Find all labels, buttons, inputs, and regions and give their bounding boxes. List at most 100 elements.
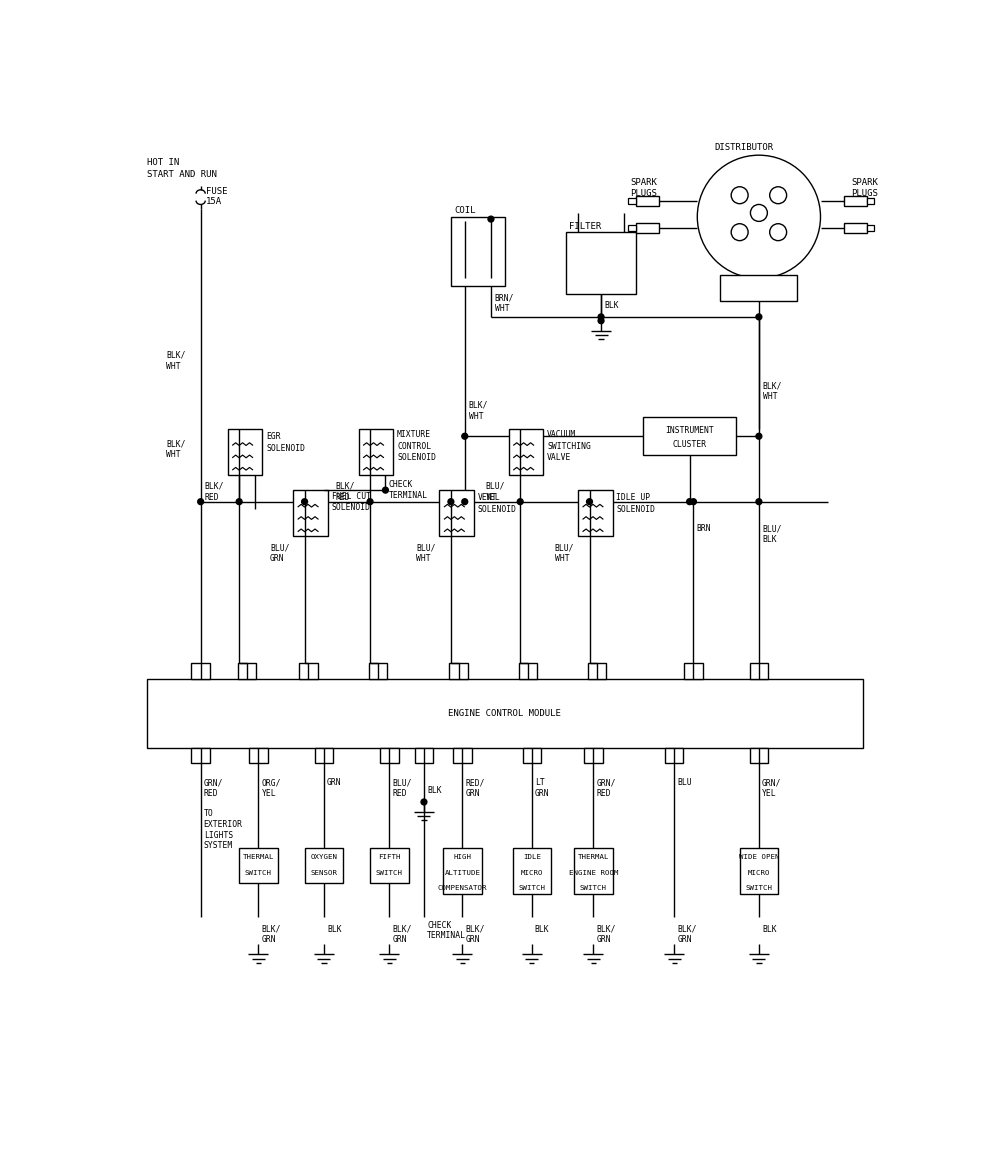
Bar bbox=[523, 748, 541, 764]
Text: SENSOR: SENSOR bbox=[310, 870, 337, 876]
Text: BLK/: BLK/ bbox=[466, 925, 485, 933]
Text: BLU/: BLU/ bbox=[392, 779, 412, 787]
Text: RED: RED bbox=[596, 789, 611, 798]
Text: GRN/: GRN/ bbox=[204, 779, 223, 787]
Bar bbox=[449, 664, 468, 679]
Text: BLK/: BLK/ bbox=[596, 925, 616, 933]
Text: CHECK: CHECK bbox=[389, 480, 413, 490]
Bar bbox=[740, 848, 778, 894]
Circle shape bbox=[462, 499, 468, 505]
Text: INSTRUMENT: INSTRUMENT bbox=[665, 426, 714, 435]
Text: FUSE: FUSE bbox=[206, 187, 228, 196]
Bar bbox=[415, 748, 433, 764]
Bar bbox=[636, 196, 659, 206]
Bar bbox=[238, 664, 256, 679]
Bar bbox=[147, 679, 863, 748]
Text: RED: RED bbox=[392, 789, 407, 798]
Text: SPARK: SPARK bbox=[851, 177, 878, 187]
Bar bbox=[519, 664, 537, 679]
Text: GRN: GRN bbox=[327, 779, 342, 787]
Text: RED: RED bbox=[204, 789, 218, 798]
Bar bbox=[867, 198, 874, 204]
Text: EXTERIOR: EXTERIOR bbox=[204, 820, 243, 828]
Text: PLUGS: PLUGS bbox=[851, 189, 878, 198]
Text: BRN: BRN bbox=[697, 524, 711, 533]
Circle shape bbox=[770, 223, 787, 241]
Bar bbox=[359, 429, 393, 475]
Bar bbox=[453, 748, 472, 764]
Text: BLK: BLK bbox=[427, 786, 442, 795]
Bar bbox=[636, 223, 659, 234]
Text: ENGINE ROOM: ENGINE ROOM bbox=[569, 870, 618, 876]
Text: ORG/: ORG/ bbox=[261, 779, 281, 787]
Text: SWITCH: SWITCH bbox=[580, 885, 607, 892]
Text: IDLE: IDLE bbox=[523, 855, 541, 861]
Text: LIGHTS: LIGHTS bbox=[204, 831, 233, 840]
Circle shape bbox=[236, 499, 242, 505]
Text: BLU/: BLU/ bbox=[762, 524, 781, 533]
Text: TO: TO bbox=[204, 809, 213, 818]
Text: WHT: WHT bbox=[555, 554, 569, 563]
Circle shape bbox=[598, 318, 604, 324]
Text: RED: RED bbox=[335, 493, 350, 501]
Text: GRN: GRN bbox=[261, 935, 276, 945]
Circle shape bbox=[302, 499, 308, 505]
Bar bbox=[369, 664, 387, 679]
Text: VALVE: VALVE bbox=[547, 453, 572, 462]
Text: BLK/: BLK/ bbox=[677, 925, 697, 933]
Text: BLK: BLK bbox=[535, 925, 549, 933]
Text: BLK/: BLK/ bbox=[392, 925, 412, 933]
Circle shape bbox=[731, 187, 748, 204]
Bar bbox=[588, 664, 606, 679]
Text: TERMINAL: TERMINAL bbox=[389, 491, 428, 500]
Bar bbox=[684, 664, 703, 679]
Text: WHT: WHT bbox=[166, 362, 181, 371]
Text: HOT IN: HOT IN bbox=[147, 158, 179, 167]
Text: SOLENOID: SOLENOID bbox=[266, 444, 305, 453]
Text: BLU/: BLU/ bbox=[486, 482, 505, 491]
Text: RED: RED bbox=[205, 493, 219, 501]
Bar bbox=[750, 664, 768, 679]
Text: SPARK: SPARK bbox=[630, 177, 657, 187]
Bar bbox=[867, 226, 874, 232]
Bar bbox=[239, 848, 278, 882]
Text: ENGINE CONTROL MODULE: ENGINE CONTROL MODULE bbox=[448, 708, 561, 718]
Bar bbox=[628, 226, 636, 232]
Text: FUEL CUT: FUEL CUT bbox=[332, 492, 371, 501]
Text: THERMAL: THERMAL bbox=[243, 855, 274, 861]
Text: BRN/: BRN/ bbox=[495, 293, 514, 302]
Text: SYSTEM: SYSTEM bbox=[204, 841, 233, 850]
Text: WHT: WHT bbox=[495, 304, 509, 313]
Text: BLK: BLK bbox=[604, 301, 619, 310]
Text: COIL: COIL bbox=[455, 206, 476, 215]
Text: BLK: BLK bbox=[762, 535, 777, 544]
Text: FIFTH: FIFTH bbox=[378, 855, 401, 861]
Text: GRN: GRN bbox=[466, 935, 480, 945]
Text: BLK/: BLK/ bbox=[763, 381, 782, 391]
Text: GRN/: GRN/ bbox=[596, 779, 616, 787]
Bar bbox=[628, 198, 636, 204]
Text: MICRO: MICRO bbox=[520, 870, 543, 876]
Text: IDLE UP: IDLE UP bbox=[616, 493, 651, 502]
Text: 15A: 15A bbox=[206, 197, 222, 206]
Bar bbox=[380, 748, 399, 764]
Text: YEL: YEL bbox=[486, 493, 500, 501]
Text: SOLENOID: SOLENOID bbox=[616, 505, 655, 514]
Text: BLK: BLK bbox=[327, 925, 342, 933]
Text: TERMINAL: TERMINAL bbox=[427, 931, 466, 940]
Bar bbox=[844, 223, 867, 234]
Text: BLK/: BLK/ bbox=[335, 482, 355, 491]
Text: BLK/: BLK/ bbox=[205, 482, 224, 491]
Bar bbox=[451, 217, 505, 286]
Circle shape bbox=[367, 499, 373, 505]
Bar bbox=[665, 748, 683, 764]
Text: MIXTURE: MIXTURE bbox=[397, 430, 431, 439]
Text: GRN: GRN bbox=[677, 935, 692, 945]
Circle shape bbox=[198, 499, 204, 505]
Text: DISTRIBUTOR: DISTRIBUTOR bbox=[714, 143, 773, 152]
Bar bbox=[578, 490, 613, 537]
Text: COMPENSATOR: COMPENSATOR bbox=[438, 885, 487, 892]
Text: CONTROL: CONTROL bbox=[397, 441, 431, 450]
Bar bbox=[191, 664, 210, 679]
Text: VENT: VENT bbox=[478, 493, 497, 502]
